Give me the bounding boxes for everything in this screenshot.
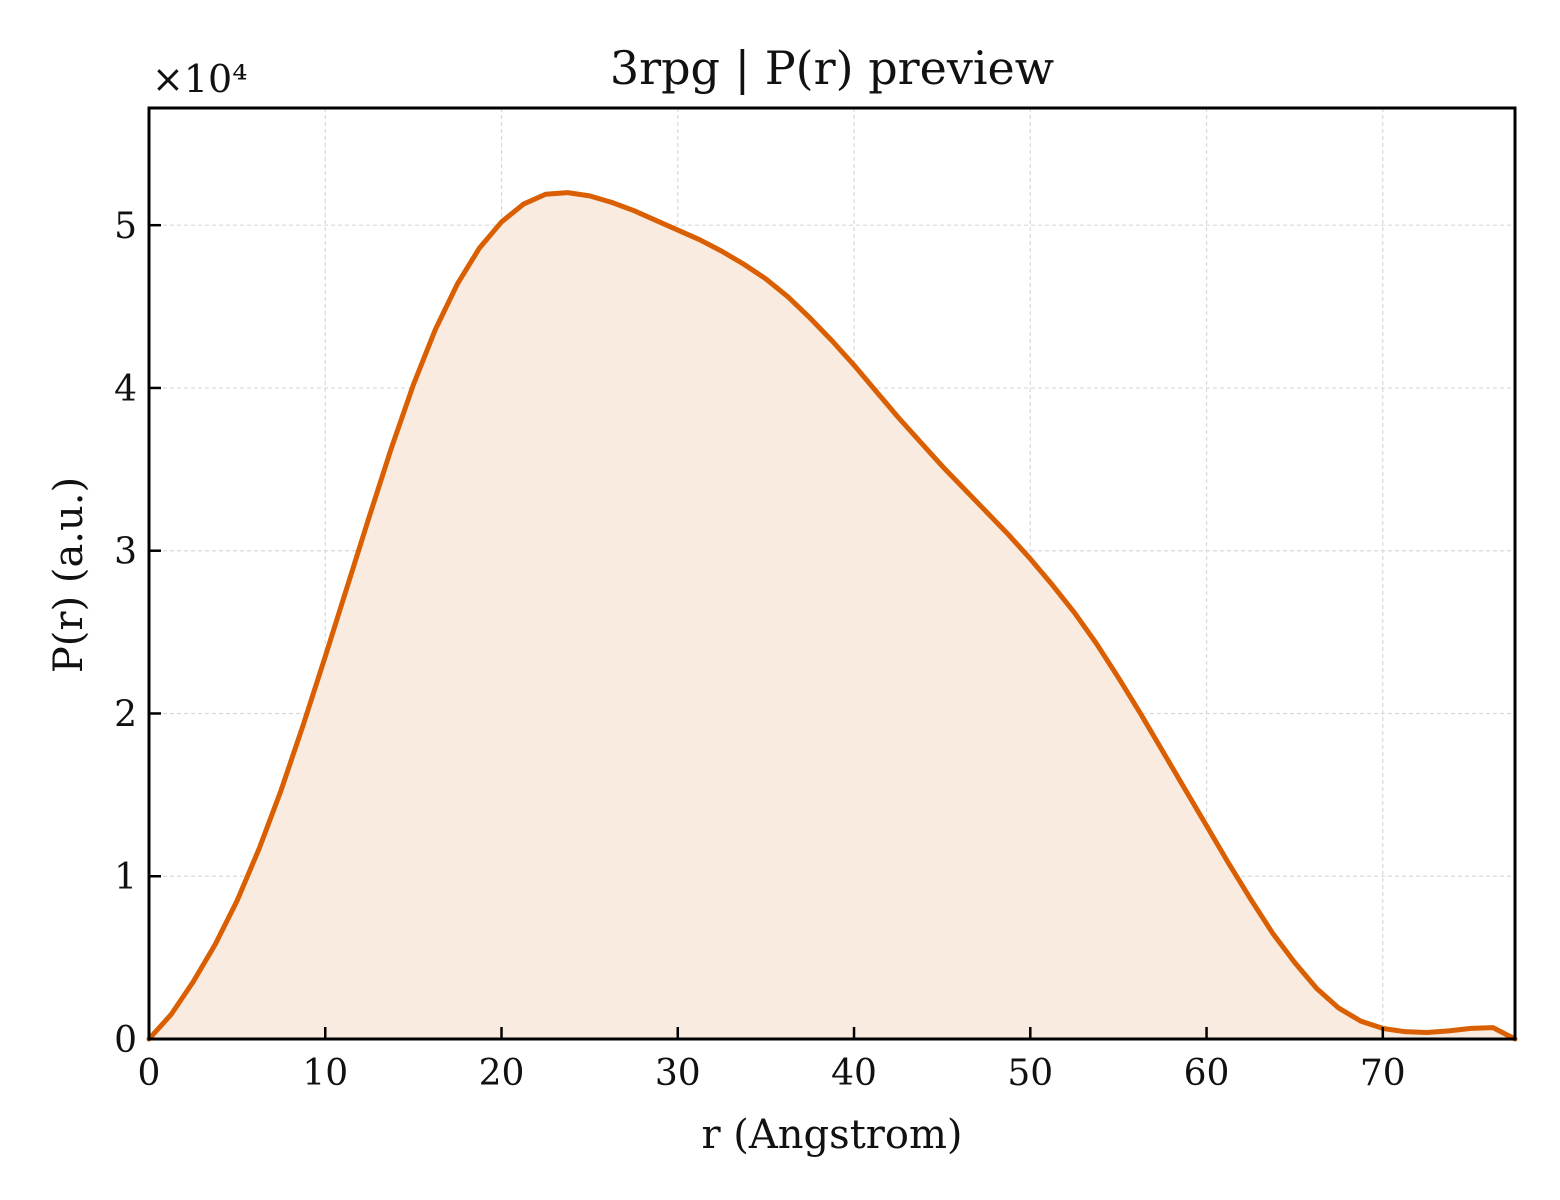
series-area-fill: [149, 192, 1515, 1039]
x-tick-label: 10: [302, 1053, 348, 1094]
x-axis-label: r (Angstrom): [701, 1112, 962, 1158]
x-tick-label: 50: [1007, 1053, 1053, 1094]
y-tick-label: 1: [114, 857, 137, 898]
x-axis-ticks: 0 10 20 30 40 50 60 70: [138, 1027, 1406, 1094]
chart-title: 3rpg | P(r) preview: [610, 41, 1054, 95]
plot-frame: [147, 106, 1517, 1041]
y-tick-label: 5: [114, 206, 137, 247]
y-axis-ticks: 0 1 2 3 4 5: [114, 206, 161, 1061]
x-tick-label: 60: [1184, 1053, 1230, 1094]
y-tick-label: 2: [114, 694, 137, 735]
x-tick-label: 70: [1360, 1053, 1406, 1094]
y-tick-label: 3: [114, 532, 137, 573]
x-tick-label: 30: [655, 1053, 701, 1094]
y-tick-label: 4: [114, 369, 137, 410]
y-axis-label: P(r) (a.u.): [46, 477, 92, 673]
y-axis-multiplier: ×10⁴: [152, 57, 247, 101]
x-tick-label: 40: [831, 1053, 877, 1094]
y-tick-label: 0: [114, 1020, 137, 1061]
x-tick-label: 20: [479, 1053, 525, 1094]
x-tick-label: 0: [138, 1053, 161, 1094]
